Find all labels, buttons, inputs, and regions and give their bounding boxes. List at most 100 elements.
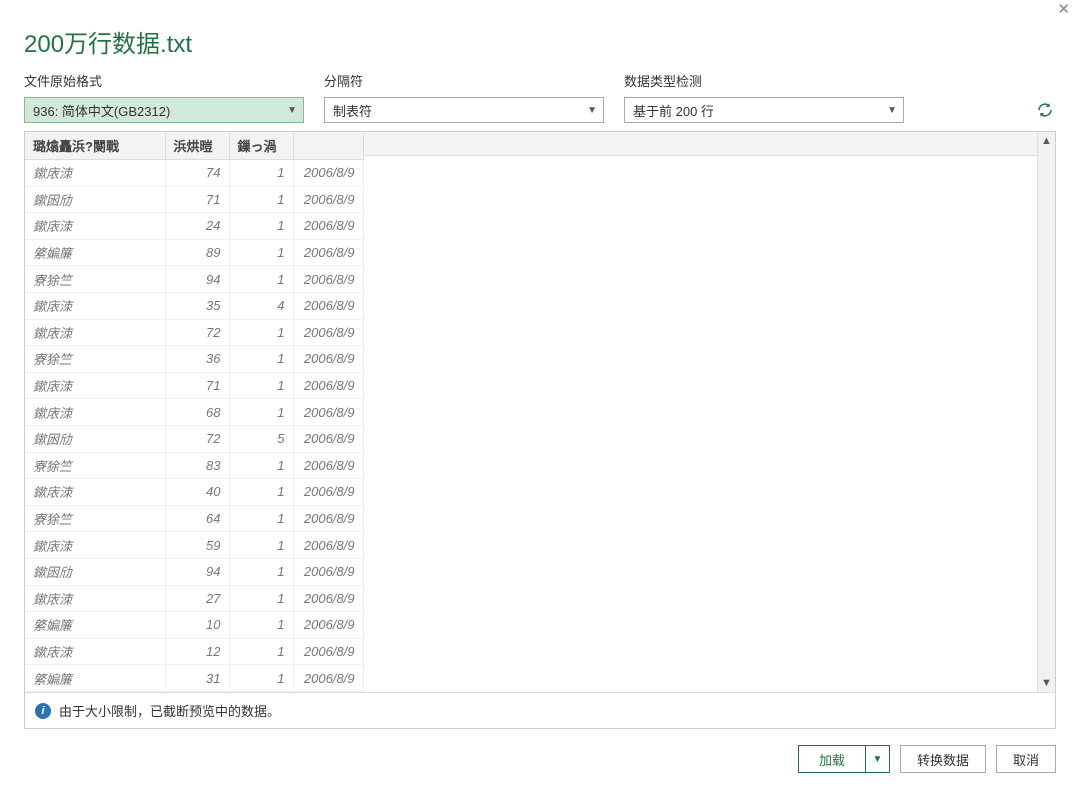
table-row: 鏉庡洓7112006/8/9 bbox=[25, 372, 363, 399]
table-cell: 1 bbox=[229, 585, 293, 612]
table-row: 鏉庡洓7212006/8/9 bbox=[25, 319, 363, 346]
table-cell: 2006/8/9 bbox=[293, 266, 363, 293]
table-cell: 64 bbox=[165, 505, 229, 532]
table-cell: 1 bbox=[229, 558, 293, 585]
table-row: 鏉庡洓1212006/8/9 bbox=[25, 638, 363, 665]
load-dropdown-button[interactable]: ▼ bbox=[866, 745, 890, 773]
table-cell: 2006/8/9 bbox=[293, 612, 363, 639]
file-origin-dropdown[interactable]: 936: 简体中文(GB2312) ▼ bbox=[24, 97, 304, 123]
scroll-down-icon[interactable]: ▼ bbox=[1038, 674, 1055, 692]
refresh-icon[interactable] bbox=[1036, 101, 1054, 119]
table-row: 鏉庡洓4012006/8/9 bbox=[25, 479, 363, 506]
close-icon[interactable]: ✕ bbox=[1057, 2, 1070, 17]
table-cell: 1 bbox=[229, 665, 293, 692]
cancel-button[interactable]: 取消 bbox=[996, 745, 1056, 773]
table-cell: 2006/8/9 bbox=[293, 292, 363, 319]
table-cell: 鏉庡洓 bbox=[25, 292, 165, 319]
chevron-down-icon: ▼ bbox=[587, 105, 597, 116]
table-cell: 2006/8/9 bbox=[293, 585, 363, 612]
table-row: 鏉庡洓7412006/8/9 bbox=[25, 160, 363, 187]
chevron-down-icon: ▼ bbox=[887, 105, 897, 116]
table-cell: 68 bbox=[165, 399, 229, 426]
table-row: 寮狳竺9412006/8/9 bbox=[25, 266, 363, 293]
origin-label: 文件原始格式 bbox=[24, 71, 304, 93]
table-cell: 2006/8/9 bbox=[293, 638, 363, 665]
table-cell: 鏉庡洓 bbox=[25, 479, 165, 506]
table-row: 鏉囦劤7252006/8/9 bbox=[25, 425, 363, 452]
table-cell: 74 bbox=[165, 160, 229, 187]
table-cell: 1 bbox=[229, 346, 293, 373]
table-cell: 4 bbox=[229, 292, 293, 319]
table-cell: 71 bbox=[165, 186, 229, 213]
table-cell: 1 bbox=[229, 266, 293, 293]
table-cell: 94 bbox=[165, 558, 229, 585]
table-cell: 1 bbox=[229, 532, 293, 559]
table-cell: 寮狳竺 bbox=[25, 346, 165, 373]
column-header: 璐熻矗浜?閿戰 bbox=[25, 132, 165, 160]
table-row: 鏉庡洓2712006/8/9 bbox=[25, 585, 363, 612]
table-row: 綮媥簾8912006/8/9 bbox=[25, 239, 363, 266]
table-cell: 2006/8/9 bbox=[293, 399, 363, 426]
detection-dropdown[interactable]: 基于前 200 行 ▼ bbox=[624, 97, 904, 123]
table-cell: 綮媥簾 bbox=[25, 665, 165, 692]
table-cell: 27 bbox=[165, 585, 229, 612]
table-cell: 綮媥簾 bbox=[25, 612, 165, 639]
table-cell: 鏉庡洓 bbox=[25, 638, 165, 665]
table-cell: 鏉庡洓 bbox=[25, 532, 165, 559]
table-cell: 31 bbox=[165, 665, 229, 692]
table-cell: 1 bbox=[229, 505, 293, 532]
table-row: 鏉囦劤9412006/8/9 bbox=[25, 558, 363, 585]
table-cell: 83 bbox=[165, 452, 229, 479]
table-cell: 72 bbox=[165, 425, 229, 452]
table-row: 綮媥簾3112006/8/9 bbox=[25, 665, 363, 692]
table-cell: 36 bbox=[165, 346, 229, 373]
table-cell: 1 bbox=[229, 612, 293, 639]
table-cell: 2006/8/9 bbox=[293, 479, 363, 506]
table-row: 鏉庡洓3542006/8/9 bbox=[25, 292, 363, 319]
transform-button[interactable]: 转换数据 bbox=[900, 745, 986, 773]
table-cell: 鏉庡洓 bbox=[25, 160, 165, 187]
table-cell: 寮狳竺 bbox=[25, 266, 165, 293]
table-cell: 2006/8/9 bbox=[293, 372, 363, 399]
column-header: 浜烘暟 bbox=[165, 132, 229, 160]
table-cell: 2006/8/9 bbox=[293, 505, 363, 532]
table-row: 寮狳竺3612006/8/9 bbox=[25, 346, 363, 373]
delimiter-dropdown[interactable]: 制表符 ▼ bbox=[324, 97, 604, 123]
table-cell: 鏉囦劤 bbox=[25, 558, 165, 585]
table-cell: 1 bbox=[229, 638, 293, 665]
table-row: 綮媥簾1012006/8/9 bbox=[25, 612, 363, 639]
table-cell: 寮狳竺 bbox=[25, 505, 165, 532]
load-button[interactable]: 加载 bbox=[798, 745, 866, 773]
delimiter-label: 分隔符 bbox=[324, 71, 604, 93]
table-cell: 71 bbox=[165, 372, 229, 399]
table-cell: 2006/8/9 bbox=[293, 239, 363, 266]
table-cell: 2006/8/9 bbox=[293, 425, 363, 452]
table-row: 鏉庡洓5912006/8/9 bbox=[25, 532, 363, 559]
delimiter-value: 制表符 bbox=[333, 101, 372, 120]
table-cell: 鏉囦劤 bbox=[25, 425, 165, 452]
table-cell: 89 bbox=[165, 239, 229, 266]
column-header: 鏁っ渦 bbox=[229, 132, 293, 160]
table-cell: 2006/8/9 bbox=[293, 186, 363, 213]
table-cell: 2006/8/9 bbox=[293, 532, 363, 559]
table-cell: 2006/8/9 bbox=[293, 319, 363, 346]
scroll-up-icon[interactable]: ▲ bbox=[1038, 132, 1055, 150]
table-cell: 2006/8/9 bbox=[293, 665, 363, 692]
preview-table: 璐熻矗浜?閿戰浜烘暟鏁っ渦 鏉庡洓7412006/8/9鏉囦劤7112006/8… bbox=[25, 132, 364, 692]
file-title: 200万行数据.txt bbox=[0, 0, 1080, 59]
table-cell: 鏉囦劤 bbox=[25, 186, 165, 213]
table-cell: 鏉庡洓 bbox=[25, 372, 165, 399]
table-cell: 2006/8/9 bbox=[293, 213, 363, 240]
table-cell: 2006/8/9 bbox=[293, 558, 363, 585]
info-icon: i bbox=[35, 703, 51, 719]
table-cell: 寮狳竺 bbox=[25, 452, 165, 479]
table-cell: 10 bbox=[165, 612, 229, 639]
vertical-scrollbar[interactable]: ▲ ▼ bbox=[1037, 132, 1055, 692]
table-row: 鏉庡洓2412006/8/9 bbox=[25, 213, 363, 240]
table-cell: 5 bbox=[229, 425, 293, 452]
table-cell: 1 bbox=[229, 239, 293, 266]
table-cell: 鏉庡洓 bbox=[25, 585, 165, 612]
table-cell: 1 bbox=[229, 186, 293, 213]
table-row: 鏉庡洓6812006/8/9 bbox=[25, 399, 363, 426]
table-cell: 24 bbox=[165, 213, 229, 240]
